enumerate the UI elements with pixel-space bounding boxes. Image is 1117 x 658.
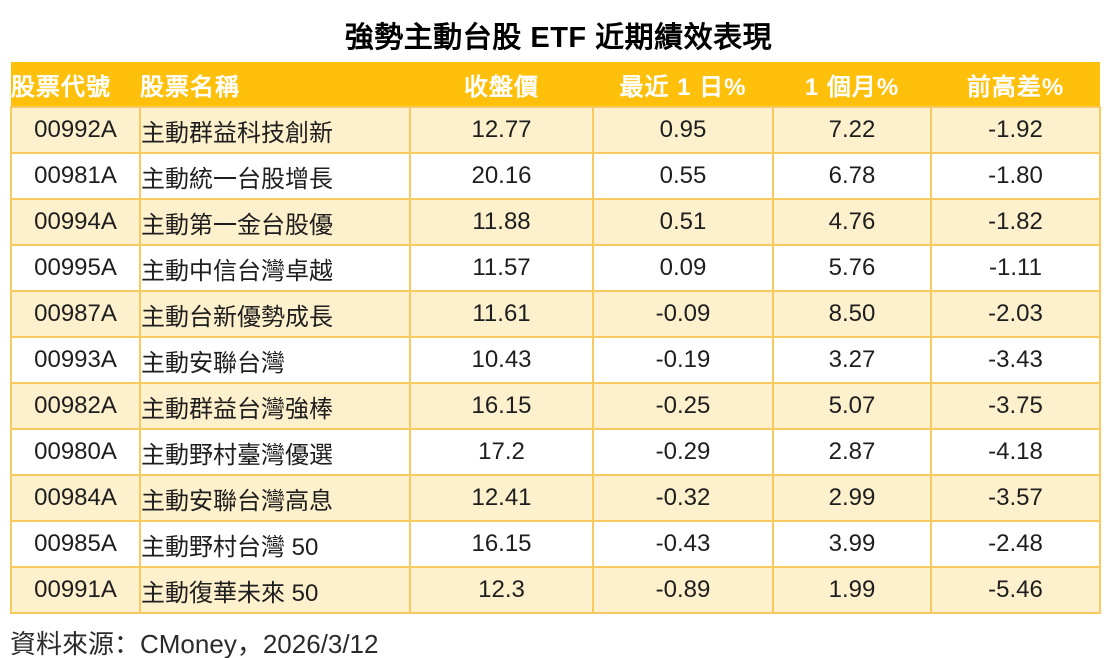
cell-name: 主動安聯台灣 [139, 336, 411, 384]
cell-name: 主動野村臺灣優選 [139, 428, 411, 476]
cell-day1_pct: -0.09 [592, 290, 774, 338]
table-row: 00984A 主動安聯台灣高息 12.41 -0.32 2.99 -3.57 [10, 474, 1101, 522]
column-header-code: 股票代號 [11, 62, 140, 107]
cell-month1_pct: 1.99 [772, 566, 932, 614]
column-header-name: 股票名稱 [140, 62, 410, 107]
cell-prev_high_diff_pct: -4.18 [930, 428, 1101, 476]
cell-code: 00987A [10, 290, 141, 338]
cell-name: 主動第一金台股優 [139, 198, 411, 246]
cell-code: 00994A [10, 198, 141, 246]
etf-performance-table: 股票代號 股票名稱 收盤價 最近 1 日% 1 個月% 前高差% 00992A 主動群益科技… [10, 62, 1101, 614]
cell-day1_pct: 0.09 [592, 244, 774, 292]
cell-prev_high_diff_pct: -1.92 [930, 106, 1101, 154]
cell-close_price: 12.41 [409, 474, 594, 522]
cell-close_price: 11.57 [409, 244, 594, 292]
cell-close_price: 11.61 [409, 290, 594, 338]
cell-name: 主動安聯台灣高息 [139, 474, 411, 522]
cell-day1_pct: 0.95 [592, 106, 774, 154]
cell-prev_high_diff_pct: -3.43 [930, 336, 1101, 384]
cell-prev_high_diff_pct: -1.11 [930, 244, 1101, 292]
cell-code: 00980A [10, 428, 141, 476]
cell-code: 00982A [10, 382, 141, 430]
cell-close_price: 12.3 [409, 566, 594, 614]
cell-month1_pct: 6.78 [772, 152, 932, 200]
table-row: 00994A 主動第一金台股優 11.88 0.51 4.76 -1.82 [10, 198, 1101, 246]
table-header-row: 股票代號 股票名稱 收盤價 最近 1 日% 1 個月% 前高差% [11, 62, 1100, 107]
cell-day1_pct: -0.32 [592, 474, 774, 522]
table-row: 00993A 主動安聯台灣 10.43 -0.19 3.27 -3.43 [10, 336, 1101, 384]
page-title: 強勢主動台股 ETF 近期績效表現 [344, 22, 773, 54]
cell-prev_high_diff_pct: -5.46 [930, 566, 1101, 614]
column-header-prev_high_diff_pct: 前高差% [931, 62, 1100, 107]
cell-name: 主動群益科技創新 [139, 106, 411, 154]
cell-prev_high_diff_pct: -3.75 [930, 382, 1101, 430]
cell-code: 00992A [10, 106, 141, 154]
cell-prev_high_diff_pct: -2.03 [930, 290, 1101, 338]
cell-day1_pct: -0.19 [592, 336, 774, 384]
cell-day1_pct: -0.25 [592, 382, 774, 430]
cell-close_price: 10.43 [409, 336, 594, 384]
column-header-close_price: 收盤價 [410, 62, 593, 107]
table-row: 00981A 主動統一台股增長 20.16 0.55 6.78 -1.80 [10, 152, 1101, 200]
cell-month1_pct: 4.76 [772, 198, 932, 246]
cell-name: 主動台新優勢成長 [139, 290, 411, 338]
table-row: 00980A 主動野村臺灣優選 17.2 -0.29 2.87 -4.18 [10, 428, 1101, 476]
cell-prev_high_diff_pct: -3.57 [930, 474, 1101, 522]
cell-prev_high_diff_pct: -1.80 [930, 152, 1101, 200]
cell-close_price: 12.77 [409, 106, 594, 154]
table-row: 00995A 主動中信台灣卓越 11.57 0.09 5.76 -1.11 [10, 244, 1101, 292]
column-header-day1_pct: 最近 1 日% [593, 62, 773, 107]
cell-name: 主動復華未來 50 [139, 566, 411, 614]
cell-day1_pct: 0.55 [592, 152, 774, 200]
cell-month1_pct: 7.22 [772, 106, 932, 154]
cell-day1_pct: -0.89 [592, 566, 774, 614]
cell-month1_pct: 8.50 [772, 290, 932, 338]
cell-month1_pct: 5.76 [772, 244, 932, 292]
cell-close_price: 16.15 [409, 382, 594, 430]
cell-prev_high_diff_pct: -2.48 [930, 520, 1101, 568]
cell-code: 00993A [10, 336, 141, 384]
cell-code: 00995A [10, 244, 141, 292]
cell-code: 00984A [10, 474, 141, 522]
cell-close_price: 11.88 [409, 198, 594, 246]
cell-close_price: 17.2 [409, 428, 594, 476]
cell-month1_pct: 2.87 [772, 428, 932, 476]
table-row: 00987A 主動台新優勢成長 11.61 -0.09 8.50 -2.03 [10, 290, 1101, 338]
cell-name: 主動中信台灣卓越 [139, 244, 411, 292]
cell-month1_pct: 2.99 [772, 474, 932, 522]
cell-prev_high_diff_pct: -1.82 [930, 198, 1101, 246]
data-source-note: 資料來源：CMoney，2026/3/12 [10, 629, 379, 658]
cell-close_price: 16.15 [409, 520, 594, 568]
cell-day1_pct: 0.51 [592, 198, 774, 246]
cell-month1_pct: 3.27 [772, 336, 932, 384]
cell-month1_pct: 3.99 [772, 520, 932, 568]
column-header-month1_pct: 1 個月% [773, 62, 931, 107]
table-row: 00982A 主動群益台灣強棒 16.15 -0.25 5.07 -3.75 [10, 382, 1101, 430]
cell-code: 00985A [10, 520, 141, 568]
table-row: 00992A 主動群益科技創新 12.77 0.95 7.22 -1.92 [10, 106, 1101, 154]
cell-name: 主動群益台灣強棒 [139, 382, 411, 430]
cell-name: 主動統一台股增長 [139, 152, 411, 200]
cell-day1_pct: -0.43 [592, 520, 774, 568]
cell-code: 00981A [10, 152, 141, 200]
cell-code: 00991A [10, 566, 141, 614]
cell-close_price: 20.16 [409, 152, 594, 200]
cell-day1_pct: -0.29 [592, 428, 774, 476]
table-row: 00985A 主動野村台灣 50 16.15 -0.43 3.99 -2.48 [10, 520, 1101, 568]
cell-name: 主動野村台灣 50 [139, 520, 411, 568]
cell-month1_pct: 5.07 [772, 382, 932, 430]
table-row: 00991A 主動復華未來 50 12.3 -0.89 1.99 -5.46 [10, 566, 1101, 614]
